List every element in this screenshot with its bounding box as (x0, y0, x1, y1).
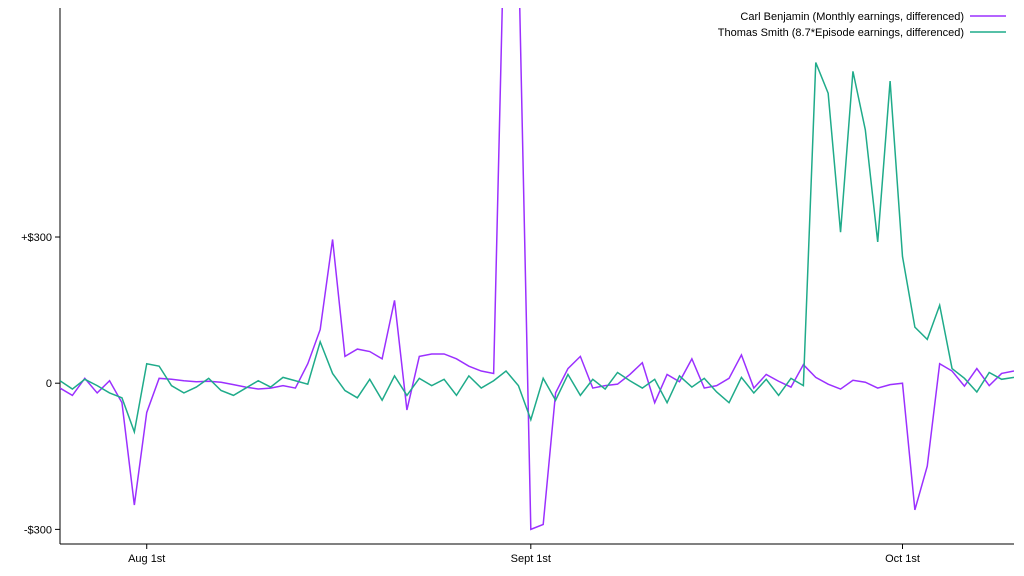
legend: Carl Benjamin (Monthly earnings, differe… (718, 11, 1006, 39)
y-tick-label: -$300 (24, 524, 52, 536)
legend-label: Carl Benjamin (Monthly earnings, differe… (740, 11, 964, 23)
x-tick-label: Aug 1st (128, 553, 165, 565)
series-s2 (60, 63, 1014, 432)
x-tick-label: Sept 1st (511, 553, 551, 565)
y-tick-label: 0 (46, 378, 52, 390)
legend-label: Thomas Smith (8.7*Episode earnings, diff… (718, 27, 964, 39)
chart-container: -$300 0 +$300 Aug 1st Sept 1st Oct 1st Carl Be… (0, 0, 1024, 576)
x-tick-label: Oct 1st (885, 553, 920, 565)
y-tick-label: +$300 (21, 232, 52, 244)
series-s1 (60, 0, 1014, 529)
line-chart: -$300 0 +$300 Aug 1st Sept 1st Oct 1st Carl Be… (0, 0, 1024, 576)
